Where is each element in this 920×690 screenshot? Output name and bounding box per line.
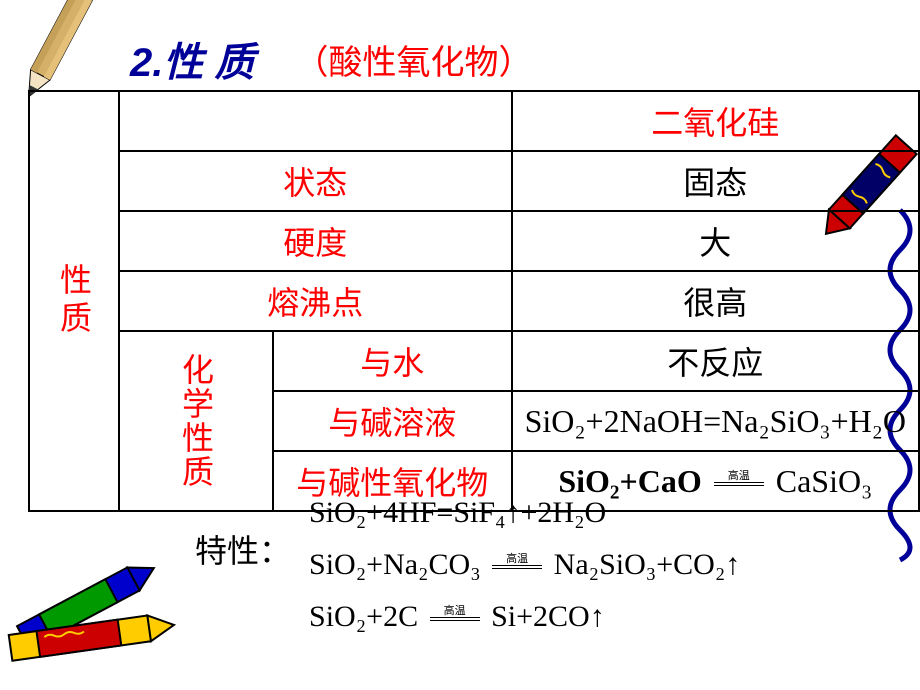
- header-empty: [119, 91, 512, 151]
- special-block: 特性： SiO₂+4HF=SiF₄↑+2H₂O SiO₂+Na₂CO₃ 高温 N…: [195, 490, 740, 634]
- row-value: 很高: [512, 271, 919, 331]
- row-value: 大: [512, 211, 919, 271]
- special-item: SiO₂+Na₂CO₃ 高温 Na₂SiO₃+CO₂↑: [309, 548, 740, 582]
- title-main: 2.性 质: [130, 30, 254, 88]
- row-value: 不反应: [512, 331, 919, 391]
- row-label: 状态: [119, 151, 512, 211]
- row-label: 与水: [273, 331, 512, 391]
- row-value-formula: SiO₂+2NaOH=Na₂SiO₃+H₂O: [512, 391, 919, 451]
- special-label: 特性：: [195, 526, 291, 572]
- special-item: SiO₂+4HF=SiF₄↑+2H₂O: [309, 496, 740, 530]
- table-row: 化学性质 与水 不反应: [29, 331, 919, 391]
- title-sub: （酸性氧化物）: [294, 35, 532, 84]
- table-row: 硬度 大: [29, 211, 919, 271]
- special-item: SiO₂+2C 高温 Si+2CO↑: [309, 600, 740, 634]
- row-value: 固态: [512, 151, 919, 211]
- vertical-main-label: 性质: [29, 91, 119, 511]
- header-substance: 二氧化硅: [512, 91, 919, 151]
- row-label: 硬度: [119, 211, 512, 271]
- table-row: 状态 固态: [29, 151, 919, 211]
- crayons-bottomleft-icon: [0, 538, 200, 688]
- vertical-sub-label: 化学性质: [119, 331, 273, 511]
- title-row: 2.性 质 （酸性氧化物）: [130, 30, 532, 88]
- special-list: SiO₂+4HF=SiF₄↑+2H₂O SiO₂+Na₂CO₃ 高温 Na₂Si…: [309, 496, 740, 634]
- row-label: 与碱溶液: [273, 391, 512, 451]
- row-label: 熔沸点: [119, 271, 512, 331]
- table-row: 熔沸点 很高: [29, 271, 919, 331]
- properties-table: 性质 二氧化硅 状态 固态 硬度 大 熔沸点 很高 化学性质 与水 不反应 与碱…: [28, 90, 920, 512]
